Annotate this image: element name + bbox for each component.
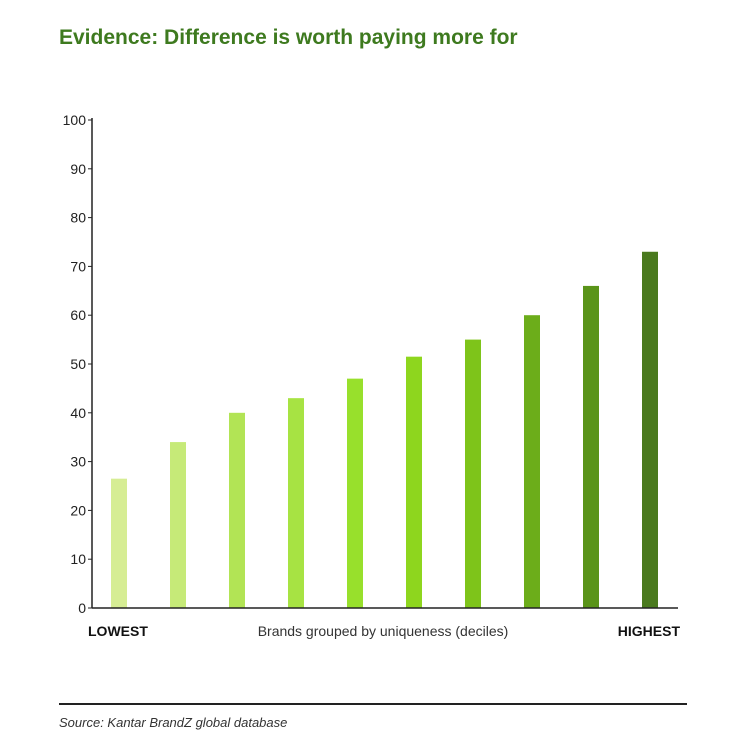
y-tick-label: 30 — [70, 454, 86, 470]
x-axis-label: Brands grouped by uniqueness (deciles) — [258, 623, 509, 639]
y-tick-label: 50 — [70, 356, 86, 372]
x-label-lowest: LOWEST — [88, 623, 148, 639]
bar-decile-6 — [406, 356, 422, 608]
bar-decile-2 — [170, 442, 186, 608]
y-axis: 0 10 20 30 40 50 60 70 80 90 100 — [63, 112, 92, 616]
bar-decile-5 — [347, 378, 363, 608]
y-tick-label: 20 — [70, 502, 86, 518]
y-tick-label: 40 — [70, 405, 86, 421]
bars — [111, 251, 658, 608]
y-tick-label: 70 — [70, 258, 86, 274]
y-tick-label: 100 — [63, 112, 87, 128]
bar-decile-7 — [465, 339, 481, 608]
bar-decile-8 — [524, 315, 540, 608]
bar-decile-10 — [642, 251, 658, 608]
bar-decile-4 — [288, 398, 304, 608]
y-tick-label: 10 — [70, 551, 86, 567]
y-tick-label: 90 — [70, 161, 86, 177]
source-note: Source: Kantar BrandZ global database — [59, 715, 288, 730]
x-label-highest: HIGHEST — [618, 623, 681, 639]
bar-decile-1 — [111, 478, 127, 608]
y-tick-label: 60 — [70, 307, 86, 323]
bar-decile-3 — [229, 412, 245, 608]
footer-divider — [59, 703, 687, 705]
chart-title: Evidence: Difference is worth paying mor… — [59, 26, 518, 49]
y-tick-label: 80 — [70, 210, 86, 226]
y-tick-label: 0 — [78, 600, 86, 616]
bar-decile-9 — [583, 285, 599, 608]
